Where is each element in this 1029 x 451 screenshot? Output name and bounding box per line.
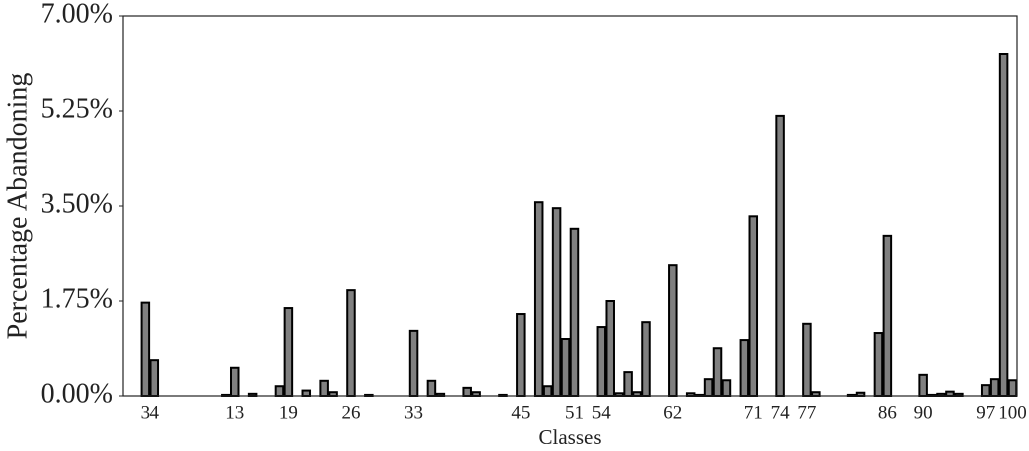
x-tick-label: 100 <box>998 402 1027 423</box>
bar <box>998 53 1009 397</box>
bar <box>641 321 651 397</box>
x-tick-label: 51 <box>565 402 584 423</box>
x-tick-label: 54 <box>592 402 612 423</box>
bar <box>873 332 884 397</box>
y-tick-label: 5.25% <box>41 93 113 124</box>
x-tick-label: 71 <box>744 402 763 423</box>
plot-frame <box>122 15 1018 397</box>
bar <box>560 338 571 397</box>
bar <box>775 114 785 397</box>
x-tick-label: 77 <box>797 402 816 423</box>
bar <box>462 386 472 398</box>
bar <box>712 347 723 398</box>
x-tick-label: 4 <box>150 402 160 423</box>
bar <box>918 373 928 398</box>
bar <box>739 339 750 398</box>
bar <box>516 313 526 397</box>
y-tick-label: 3.50% <box>41 188 113 219</box>
x-tick-label: 33 <box>404 402 423 423</box>
x-tick-label: 90 <box>914 402 933 423</box>
bar <box>882 234 893 397</box>
y-tick-label: 7.00% <box>41 0 113 29</box>
bar <box>668 264 678 397</box>
bar <box>229 366 240 397</box>
bar <box>802 322 812 397</box>
x-tick-label: 13 <box>225 402 244 423</box>
bar <box>605 300 615 397</box>
bar <box>274 385 285 398</box>
x-axis-title: Classes <box>539 425 602 449</box>
bar <box>551 207 562 397</box>
bar <box>533 201 544 397</box>
x-tick-label: 45 <box>511 402 530 423</box>
bar <box>346 289 356 397</box>
bar <box>596 326 607 397</box>
bar <box>283 307 294 397</box>
bar <box>569 227 580 397</box>
bar <box>426 379 437 397</box>
bar <box>319 379 329 397</box>
x-tick-label: 97 <box>976 402 995 423</box>
bar <box>721 379 732 397</box>
x-tick-label: 19 <box>279 402 298 423</box>
bar <box>623 371 633 398</box>
bar <box>301 389 312 398</box>
bar <box>408 329 419 398</box>
bar <box>989 378 1000 397</box>
bar <box>748 215 759 397</box>
x-tick-label: 86 <box>878 402 897 423</box>
bar <box>542 385 553 398</box>
x-tick-label: 62 <box>663 402 682 423</box>
y-tick-label: 0.00% <box>41 378 113 409</box>
y-axis-title: Percentage Abandoning <box>2 73 33 340</box>
x-tick-label: 26 <box>341 402 360 423</box>
x-tick-label: 74 <box>771 402 791 423</box>
bar <box>140 301 151 397</box>
bar <box>945 390 955 397</box>
bar <box>980 384 991 397</box>
bar <box>149 359 160 397</box>
y-tick-label: 1.75% <box>41 283 113 314</box>
x-tick-label: 3 <box>141 402 151 423</box>
bar <box>703 378 714 397</box>
bar <box>1007 379 1018 397</box>
